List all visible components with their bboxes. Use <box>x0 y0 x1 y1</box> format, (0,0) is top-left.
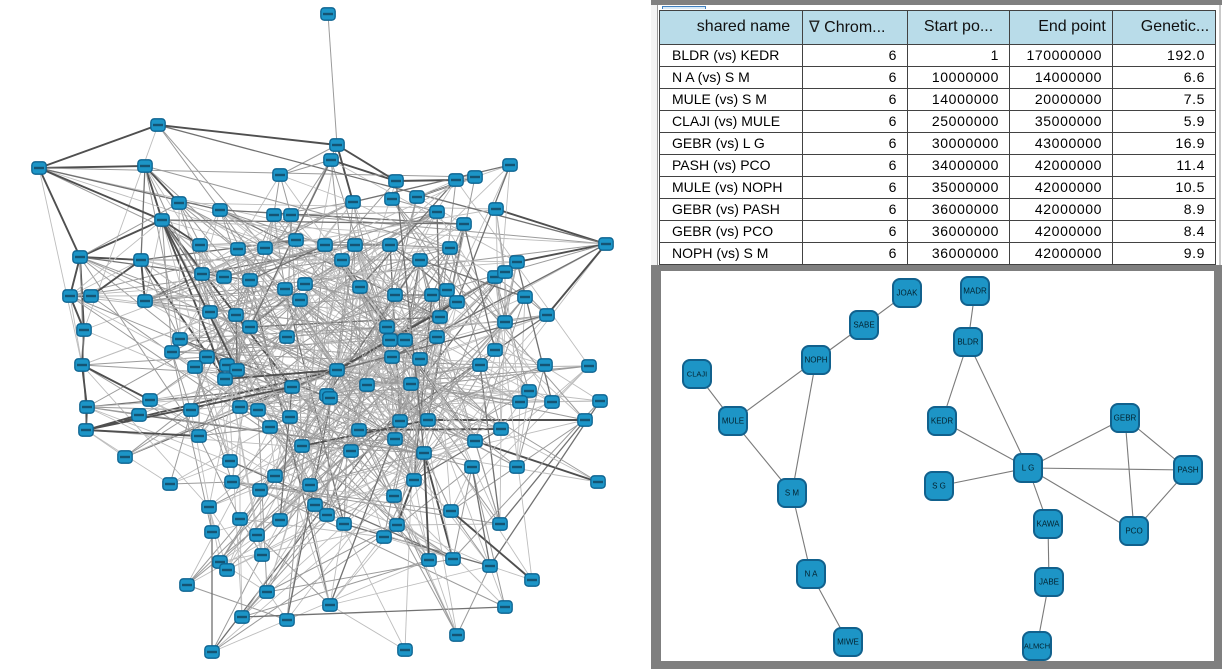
svg-text:SABE: SABE <box>853 321 874 330</box>
svg-text:GEBR: GEBR <box>1114 414 1137 423</box>
svg-text:CLAJI: CLAJI <box>687 370 707 379</box>
svg-text:JABE: JABE <box>1039 578 1059 587</box>
svg-text:L G: L G <box>1022 464 1035 473</box>
svg-text:KEDR: KEDR <box>931 417 953 426</box>
svg-text:NOPH: NOPH <box>804 356 827 365</box>
svg-text:MULE: MULE <box>722 417 744 426</box>
svg-text:MIWE: MIWE <box>837 638 859 647</box>
svg-text:S G: S G <box>932 482 946 491</box>
svg-text:JOAK: JOAK <box>897 289 919 298</box>
svg-text:PCO: PCO <box>1125 527 1142 536</box>
svg-text:N A: N A <box>805 570 819 579</box>
svg-text:BLDR: BLDR <box>957 338 979 347</box>
svg-text:KAWA: KAWA <box>1037 520 1061 529</box>
svg-text:MADR: MADR <box>963 287 987 296</box>
svg-text:PASH: PASH <box>1177 466 1198 475</box>
svg-text:ALMCH: ALMCH <box>1024 642 1050 651</box>
svg-text:S M: S M <box>785 489 800 498</box>
